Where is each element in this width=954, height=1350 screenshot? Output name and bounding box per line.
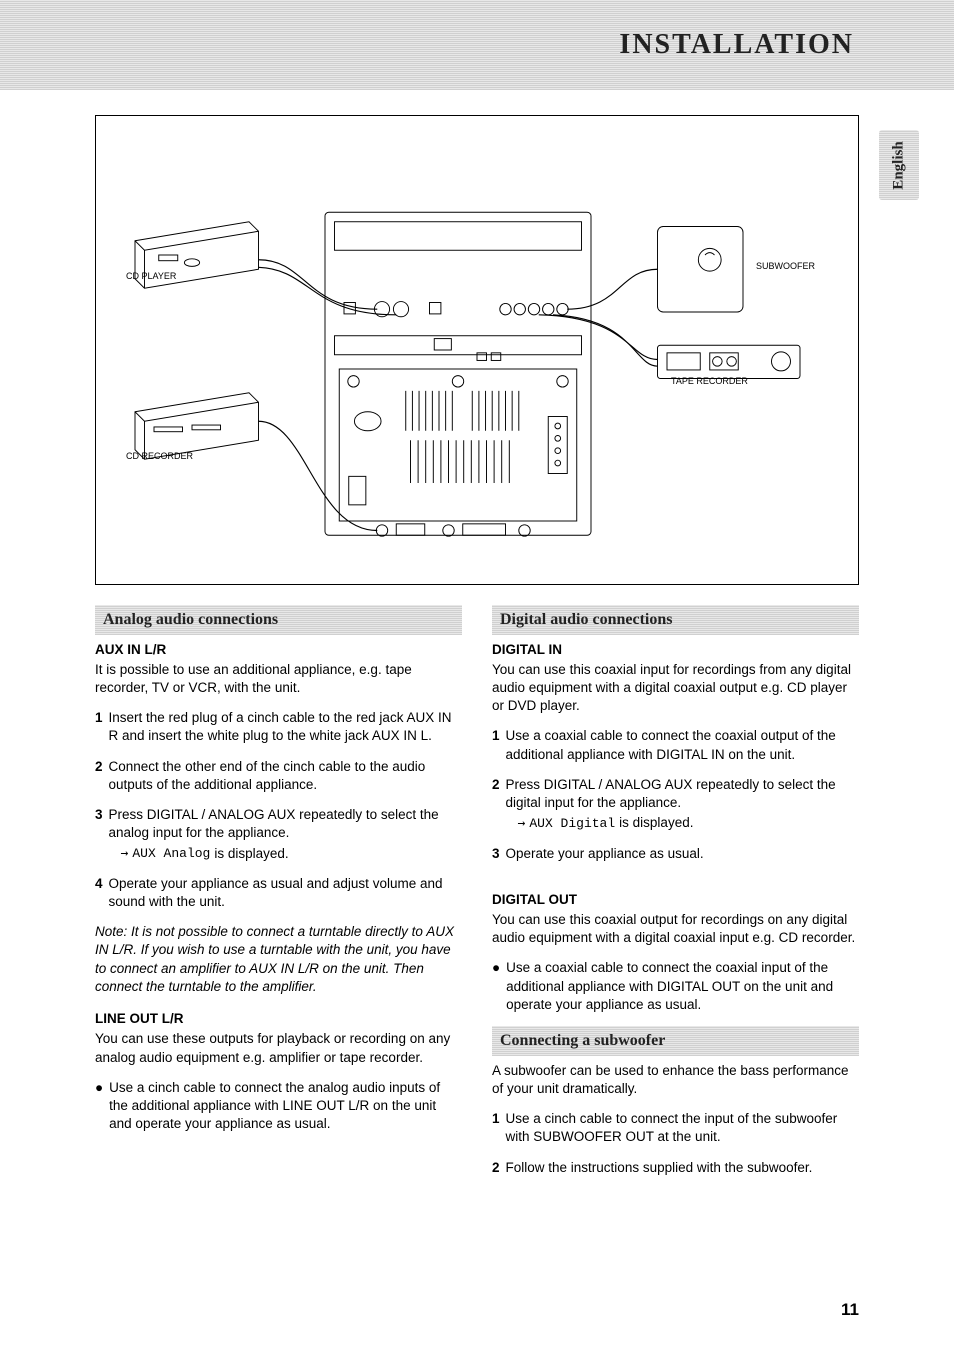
step-text: Insert the red plug of a cinch cable to …	[109, 709, 462, 745]
step-number: 2	[492, 1159, 500, 1177]
bullet-icon: ●	[95, 1079, 103, 1134]
connection-diagram: CD PLAYER CD RECORDER SUBWOOFER TAPE REC…	[95, 115, 859, 585]
diagram-label-cd-recorder: CD RECORDER	[126, 451, 193, 461]
arrow-icon: →	[518, 815, 526, 833]
digital-in-header: DIGITAL IN	[492, 641, 859, 659]
sub-step-2: 2 Follow the instructions supplied with …	[492, 1159, 859, 1177]
step-text: Connect the other end of the cinch cable…	[109, 758, 462, 794]
step-number: 4	[95, 875, 103, 911]
step-number: 2	[492, 776, 500, 833]
note-label: Note:	[95, 924, 131, 939]
step-text-content: Press DIGITAL / ANALOG AUX repeatedly to…	[109, 807, 439, 840]
language-tab: English	[879, 130, 919, 200]
display-text: AUX Digital	[529, 815, 615, 833]
note-turntable: Note: It is not possible to connect a tu…	[95, 923, 462, 996]
digin-step-2: 2 Press DIGITAL / ANALOG AUX repeatedly …	[492, 776, 859, 833]
subwoofer-intro: A subwoofer can be used to enhance the b…	[492, 1062, 859, 1098]
step-text-content: Press DIGITAL / ANALOG AUX repeatedly to…	[506, 777, 836, 810]
language-label: English	[891, 141, 908, 189]
step-number: 3	[95, 806, 103, 863]
section-digital-audio: Digital audio connections	[492, 605, 859, 635]
aux-step-4: 4 Operate your appliance as usual and ad…	[95, 875, 462, 911]
display-text: AUX Analog	[132, 845, 210, 863]
aux-step-3: 3 Press DIGITAL / ANALOG AUX repeatedly …	[95, 806, 462, 863]
step-number: 2	[95, 758, 103, 794]
section-analog-audio: Analog audio connections	[95, 605, 462, 635]
step-number: 3	[492, 845, 500, 863]
step-text: Press DIGITAL / ANALOG AUX repeatedly to…	[506, 776, 859, 833]
aux-in-header: AUX IN L/R	[95, 641, 462, 659]
bullet-text: Use a coaxial cable to connect the coaxi…	[506, 959, 859, 1014]
digital-out-intro: You can use this coaxial output for reco…	[492, 911, 859, 947]
step-text: Follow the instructions supplied with th…	[506, 1159, 859, 1177]
digital-out-header: DIGITAL OUT	[492, 891, 859, 909]
step-text: Press DIGITAL / ANALOG AUX repeatedly to…	[109, 806, 462, 863]
display-suffix: is displayed.	[619, 814, 693, 832]
display-indicator: → AUX Analog is displayed.	[121, 845, 462, 863]
display-suffix: is displayed.	[214, 845, 288, 863]
bullet-text: Use a cinch cable to connect the analog …	[109, 1079, 462, 1134]
digin-step-1: 1 Use a coaxial cable to connect the coa…	[492, 727, 859, 763]
header-band: INSTALLATION	[0, 0, 954, 90]
step-number: 1	[95, 709, 103, 745]
diagram-label-subwoofer: SUBWOOFER	[756, 261, 815, 271]
digital-in-intro: You can use this coaxial input for recor…	[492, 661, 859, 716]
aux-step-1: 1 Insert the red plug of a cinch cable t…	[95, 709, 462, 745]
arrow-icon: →	[121, 845, 129, 863]
diagram-label-tape-recorder: TAPE RECORDER	[671, 376, 748, 386]
lineout-bullet: ● Use a cinch cable to connect the analo…	[95, 1079, 462, 1134]
diagram-svg	[116, 136, 838, 564]
step-text: Use a coaxial cable to connect the coaxi…	[506, 727, 859, 763]
page-title: INSTALLATION	[619, 29, 854, 61]
step-number: 1	[492, 727, 500, 763]
lineout-header: LINE OUT L/R	[95, 1010, 462, 1028]
diagram-label-cd-player: CD PLAYER	[126, 271, 176, 281]
note-text: It is not possible to connect a turntabl…	[95, 924, 454, 994]
content-columns: Analog audio connections AUX IN L/R It i…	[0, 605, 954, 1189]
step-text: Use a cinch cable to connect the input o…	[506, 1110, 859, 1146]
lineout-intro: You can use these outputs for playback o…	[95, 1030, 462, 1066]
bullet-icon: ●	[492, 959, 500, 1014]
digout-bullet: ● Use a coaxial cable to connect the coa…	[492, 959, 859, 1014]
left-column: Analog audio connections AUX IN L/R It i…	[95, 605, 462, 1189]
aux-intro: It is possible to use an additional appl…	[95, 661, 462, 697]
digin-step-3: 3 Operate your appliance as usual.	[492, 845, 859, 863]
display-indicator: → AUX Digital is displayed.	[518, 814, 859, 832]
right-column: Digital audio connections DIGITAL IN You…	[492, 605, 859, 1189]
step-number: 1	[492, 1110, 500, 1146]
sub-step-1: 1 Use a cinch cable to connect the input…	[492, 1110, 859, 1146]
step-text: Operate your appliance as usual and adju…	[109, 875, 462, 911]
section-subwoofer: Connecting a subwoofer	[492, 1026, 859, 1056]
page-number: 11	[841, 1300, 859, 1320]
aux-step-2: 2 Connect the other end of the cinch cab…	[95, 758, 462, 794]
step-text: Operate your appliance as usual.	[506, 845, 859, 863]
